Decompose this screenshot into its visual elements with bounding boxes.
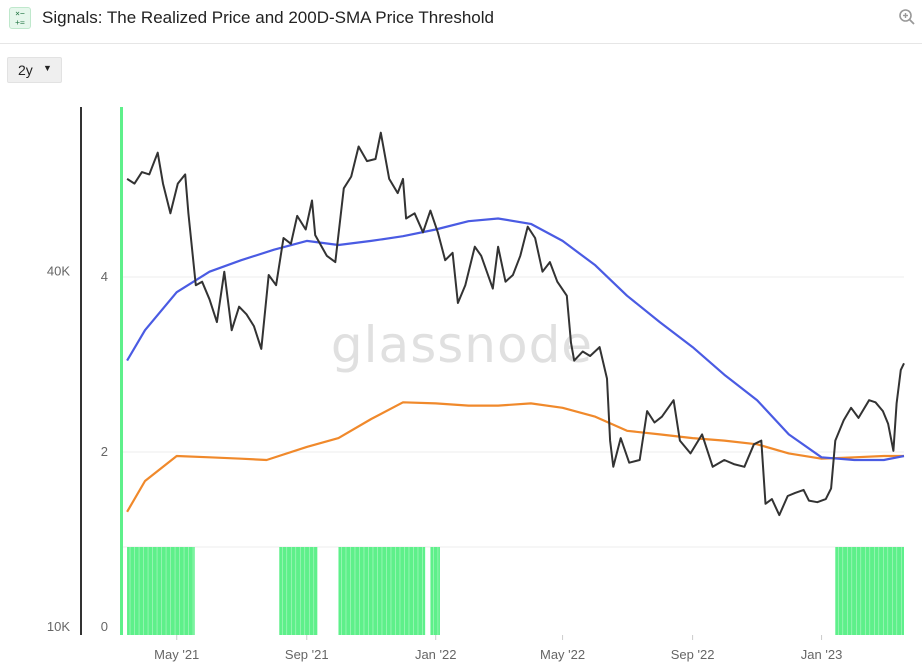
- right-tick-label: 0: [101, 619, 108, 634]
- right-axis-ticks: 4 2 0: [101, 269, 108, 634]
- x-tick-label: Sep '21: [285, 647, 329, 662]
- x-tick-label: Sep '22: [671, 647, 715, 662]
- left-axis-ticks: 40K 10K: [47, 264, 70, 634]
- realized-line: [126, 401, 904, 513]
- x-tick-label: May '21: [154, 647, 199, 662]
- x-tick-label: Jan '23: [801, 647, 843, 662]
- chevron-down-icon: ▼: [43, 63, 52, 73]
- left-tick-label: 40K: [47, 264, 70, 279]
- chart-title: Signals: The Realized Price and 200D-SMA…: [42, 8, 494, 27]
- watermark: glassnode: [331, 316, 593, 374]
- x-tick-label: Jan '22: [415, 647, 457, 662]
- signal-bar: [430, 547, 440, 635]
- zoom-in-icon[interactable]: [898, 8, 916, 26]
- signal-bar: [127, 547, 195, 635]
- right-tick-label: 4: [101, 269, 108, 284]
- range-selector-label: 2y: [18, 62, 33, 78]
- x-tick-label: May '22: [540, 647, 585, 662]
- chart-header: ×− += Signals: The Realized Price and 200…: [0, 0, 922, 44]
- calculator-icon: ×− +=: [9, 7, 31, 29]
- left-tick-label: 10K: [47, 619, 70, 634]
- x-axis-ticks: May '21 Sep '21 Jan '22 May '22 Sep '22 Jan '…: [154, 635, 842, 662]
- signal-bars: [127, 547, 904, 635]
- signal-bar: [279, 547, 318, 635]
- grid-lines: [122, 276, 904, 548]
- range-selector[interactable]: 2y ▼: [7, 57, 62, 83]
- right-tick-label: 2: [101, 444, 108, 459]
- sma200-line: [126, 217, 905, 462]
- series-lines: [126, 131, 905, 517]
- price-line: [126, 131, 905, 517]
